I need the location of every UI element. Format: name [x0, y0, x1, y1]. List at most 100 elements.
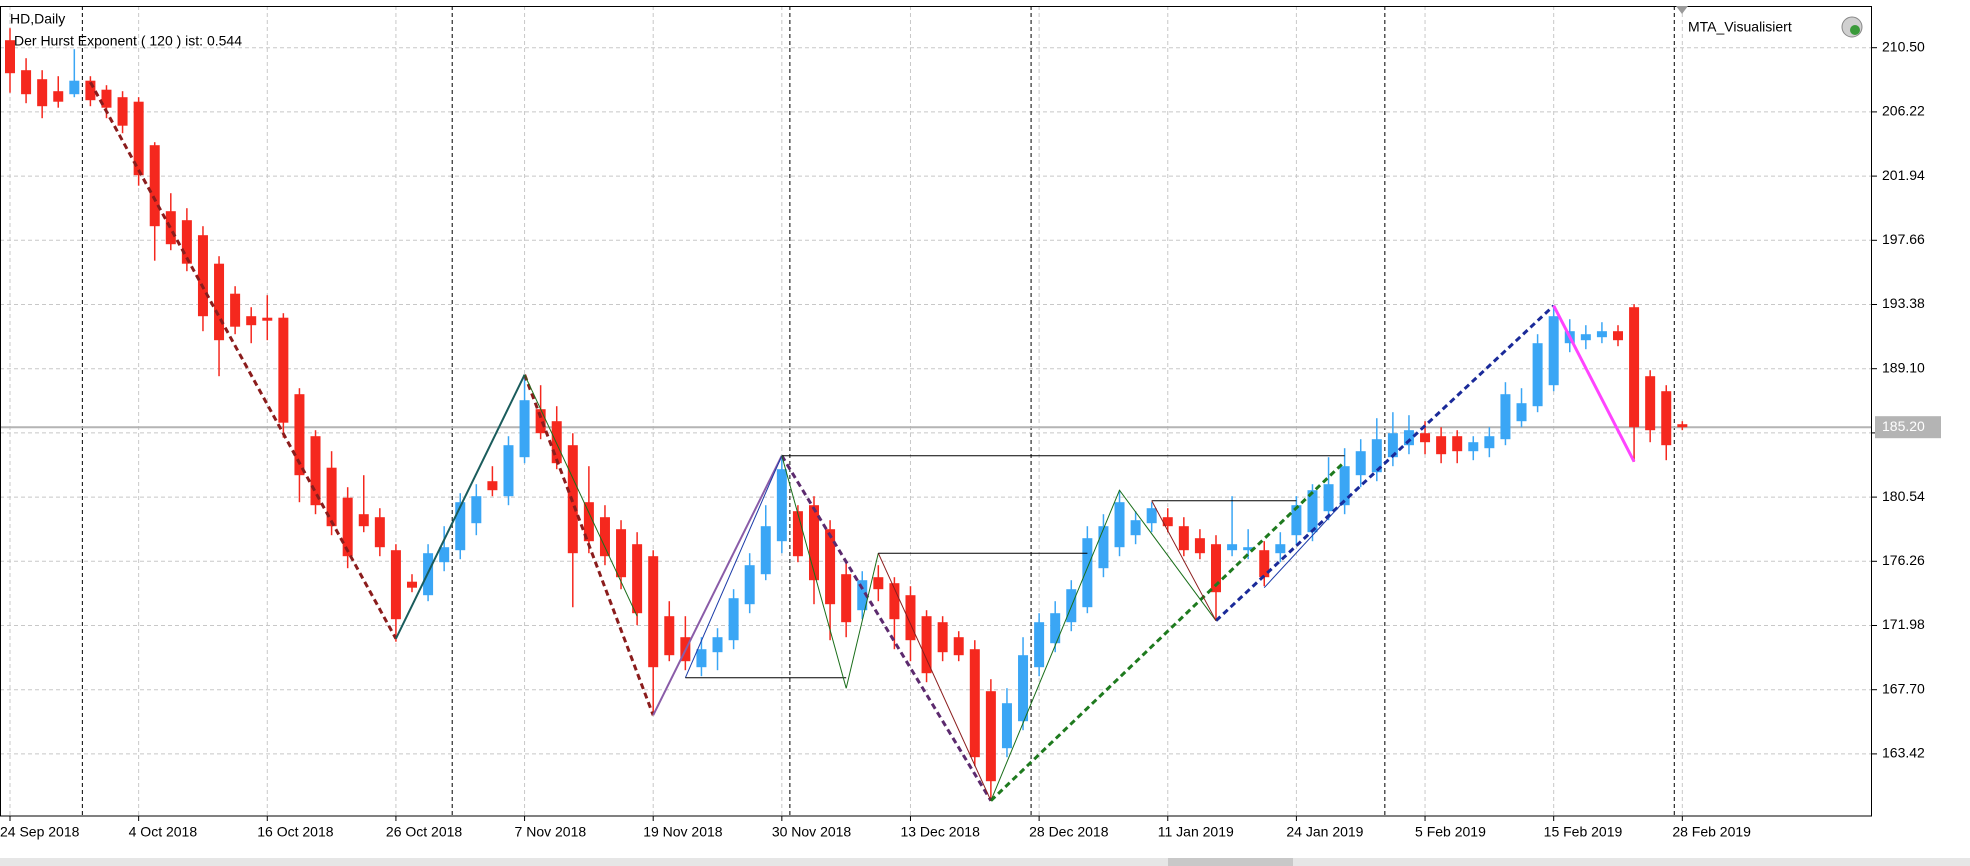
- candle-body: [1001, 703, 1012, 749]
- candle-body: [1629, 307, 1640, 428]
- status-tab: [1168, 858, 1293, 866]
- candle-body: [1114, 502, 1125, 548]
- candle-body: [246, 316, 257, 326]
- zigzag-line: [990, 489, 1217, 801]
- candle-body: [599, 517, 610, 557]
- zigzag-line: [684, 455, 783, 678]
- candle-body: [1034, 622, 1045, 668]
- candle-body: [342, 497, 353, 557]
- candle-body: [1613, 331, 1623, 341]
- zigzag-line: [395, 374, 526, 640]
- x-tick-label: 24 Sep 2018: [0, 824, 80, 840]
- indicator-label: MTA_Visualisiert: [1688, 19, 1792, 35]
- candle-body: [503, 445, 514, 497]
- x-tick-label: 4 Oct 2018: [129, 824, 198, 840]
- candle-body: [230, 293, 241, 327]
- x-tick-label: 13 Dec 2018: [900, 824, 980, 840]
- candle-body: [1532, 343, 1543, 407]
- indicator-icon-dot: [1850, 25, 1860, 35]
- candle-body: [760, 526, 771, 575]
- candle-body: [1018, 655, 1029, 722]
- candle-body: [1291, 505, 1302, 536]
- candle-body: [197, 235, 208, 317]
- candle-body: [455, 502, 466, 551]
- candle-body: [1146, 508, 1157, 524]
- x-tick-label: 15 Feb 2019: [1544, 824, 1623, 840]
- candle-body: [390, 550, 401, 620]
- candle-body: [439, 547, 450, 563]
- candle-body: [985, 691, 996, 782]
- x-tick-label: 11 Jan 2019: [1158, 824, 1234, 840]
- candle-body: [374, 517, 385, 548]
- candle-body: [889, 583, 900, 620]
- zigzag-line: [652, 455, 783, 716]
- candle-body: [519, 400, 530, 458]
- y-tick-label: 210.50: [1882, 38, 1925, 54]
- x-tick-label: 30 Nov 2018: [772, 824, 852, 840]
- candle-body: [905, 595, 916, 641]
- x-tick-label: 26 Oct 2018: [386, 824, 462, 840]
- x-tick-label: 28 Dec 2018: [1029, 824, 1109, 840]
- candle-body: [1403, 430, 1414, 446]
- candle-body: [1420, 433, 1431, 443]
- candle-body: [632, 544, 643, 614]
- zigzag-line: [781, 455, 879, 689]
- candle-body: [1371, 439, 1382, 473]
- candle-body: [1178, 526, 1189, 551]
- candle-body: [21, 70, 32, 95]
- y-tick-label: 197.66: [1882, 231, 1925, 247]
- candle-body: [937, 622, 948, 653]
- candle-body: [712, 637, 723, 653]
- candle-body: [5, 40, 15, 74]
- zigzag-line: [89, 81, 398, 640]
- y-tick-label: 206.22: [1882, 103, 1925, 119]
- candle-body: [1484, 436, 1495, 449]
- candle-body: [1243, 547, 1254, 551]
- x-tick-label: 7 Nov 2018: [515, 824, 587, 840]
- candle-body: [1387, 433, 1398, 458]
- bid-label: 185.20: [1882, 418, 1925, 434]
- candle-body: [471, 496, 482, 524]
- candle-body: [1500, 394, 1511, 440]
- candle-body: [85, 80, 96, 101]
- candle-body: [69, 80, 80, 95]
- y-tick-label: 201.94: [1882, 167, 1925, 183]
- y-tick-label: 163.42: [1882, 745, 1925, 761]
- candle-body: [825, 529, 836, 605]
- plot-frame: [0, 6, 1872, 817]
- candle-body: [857, 580, 868, 611]
- y-tick-label: 189.10: [1882, 359, 1925, 375]
- x-tick-label: 28 Feb 2019: [1672, 824, 1751, 840]
- candle-body: [953, 637, 964, 656]
- candle-body: [1355, 451, 1366, 476]
- overlay-layer: 210.50206.22201.94197.66193.38189.10184.…: [0, 38, 1941, 840]
- candle-body: [873, 577, 884, 590]
- zigzag-line: [1214, 304, 1555, 622]
- candle-body: [809, 505, 819, 581]
- candle-body: [1130, 520, 1141, 536]
- candle-body: [117, 97, 128, 126]
- candle-body: [535, 409, 546, 434]
- y-tick-label: 167.70: [1882, 680, 1925, 696]
- y-tick-label: 171.98: [1882, 616, 1925, 632]
- x-tick-label: 19 Nov 2018: [643, 824, 723, 840]
- candle-body: [326, 467, 337, 527]
- candle-body: [1082, 538, 1093, 608]
- candle-body: [1516, 403, 1527, 422]
- y-tick-label: 180.54: [1882, 488, 1925, 504]
- candle-body: [1211, 544, 1221, 593]
- candle-body: [583, 502, 594, 542]
- candle-body: [1677, 424, 1688, 428]
- candle-body: [1098, 526, 1109, 569]
- candle-body: [1275, 544, 1286, 554]
- candle-body: [744, 565, 755, 605]
- candle-body: [278, 317, 289, 423]
- candle-body: [101, 89, 112, 108]
- zigzag-line: [523, 374, 655, 716]
- candle-body: [37, 79, 48, 107]
- candle-body: [1548, 316, 1559, 386]
- zigzag-line: [877, 552, 992, 801]
- candle-body: [1596, 331, 1607, 338]
- zigzag-line: [780, 454, 993, 802]
